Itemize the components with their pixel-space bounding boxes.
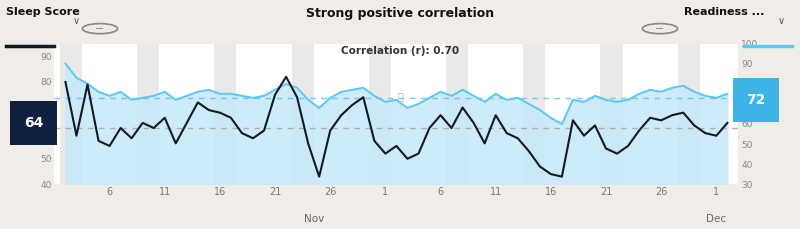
Text: 64: 64 bbox=[24, 116, 43, 130]
Text: ∨: ∨ bbox=[778, 16, 785, 26]
Bar bbox=[60, 44, 82, 184]
Text: Nov: Nov bbox=[304, 214, 325, 224]
Text: −: − bbox=[655, 24, 665, 34]
Bar bbox=[523, 44, 546, 184]
Text: −: − bbox=[95, 24, 105, 34]
Bar bbox=[214, 44, 237, 184]
Bar bbox=[137, 44, 159, 184]
Bar bbox=[369, 44, 391, 184]
Text: Correlation (r): 0.70: Correlation (r): 0.70 bbox=[341, 46, 459, 56]
Text: 72: 72 bbox=[746, 93, 766, 107]
Text: Sleep Score: Sleep Score bbox=[6, 7, 80, 17]
Bar bbox=[678, 44, 700, 184]
Text: ∨: ∨ bbox=[73, 16, 79, 26]
Text: Dec: Dec bbox=[706, 214, 726, 224]
Text: Readiness ...: Readiness ... bbox=[684, 7, 764, 17]
Text: Strong positive correlation: Strong positive correlation bbox=[306, 7, 494, 20]
Text: ⓘ: ⓘ bbox=[397, 92, 403, 102]
Bar bbox=[291, 44, 314, 184]
Bar bbox=[446, 44, 468, 184]
Bar bbox=[601, 44, 622, 184]
